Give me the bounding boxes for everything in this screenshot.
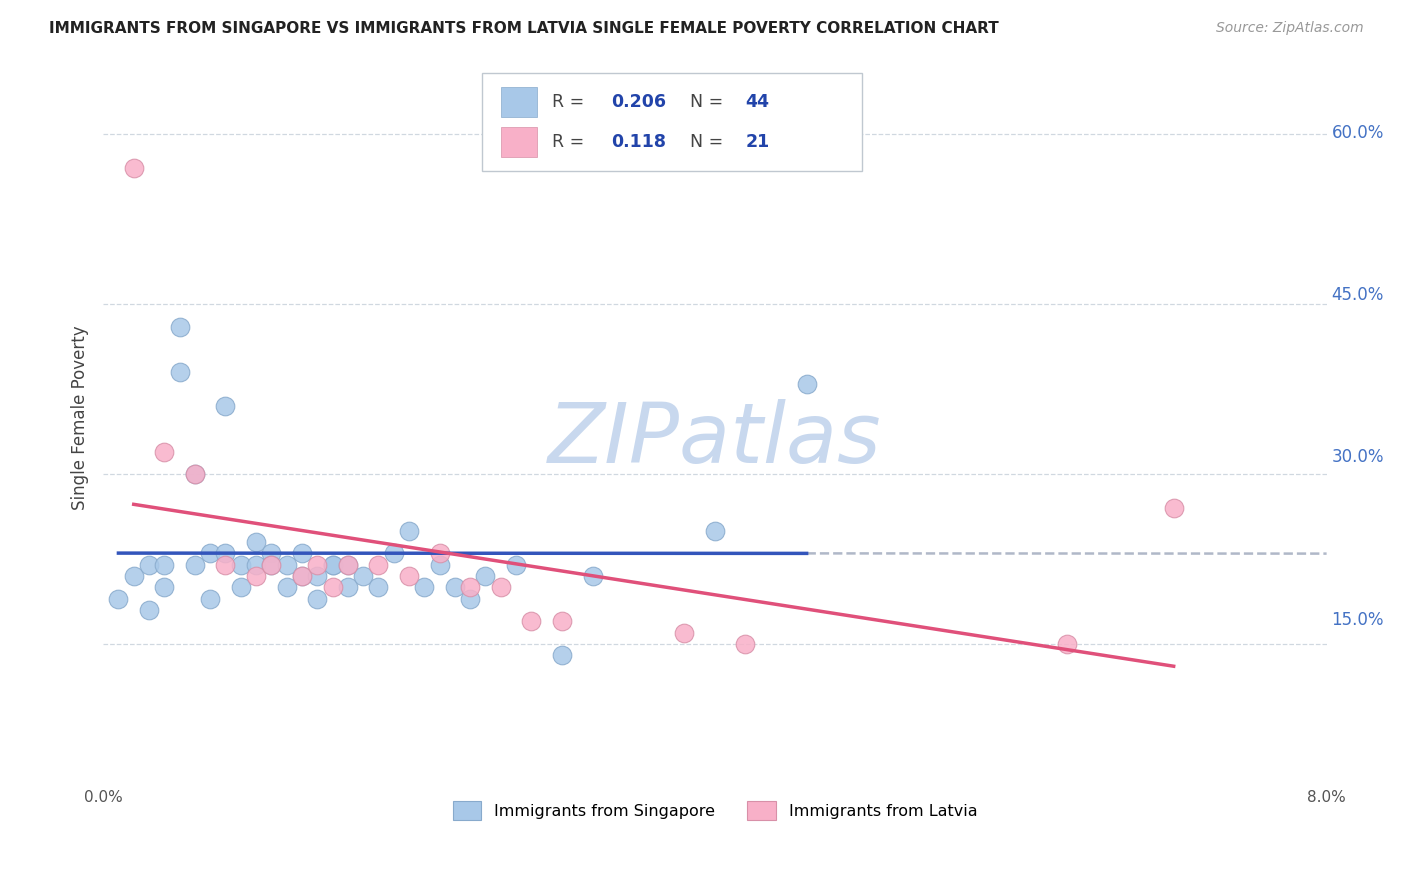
Point [367, 558, 389, 572]
Point [505, 558, 527, 572]
Point [276, 581, 298, 595]
Point [276, 558, 298, 572]
Point [291, 569, 314, 583]
Point [260, 558, 283, 572]
FancyBboxPatch shape [501, 127, 537, 157]
Point [214, 546, 236, 560]
Point [198, 546, 221, 560]
Text: 44: 44 [745, 94, 769, 112]
Point [260, 558, 283, 572]
Point [489, 581, 512, 595]
Point [1163, 501, 1185, 516]
Point [413, 581, 436, 595]
Point [122, 569, 145, 583]
Point [214, 399, 236, 413]
Point [458, 591, 481, 606]
Point [322, 581, 344, 595]
Point [551, 648, 574, 663]
Point [551, 615, 574, 629]
Point [520, 615, 543, 629]
Point [198, 591, 221, 606]
Point [122, 161, 145, 176]
Point [336, 558, 359, 572]
Point [367, 581, 389, 595]
Point [138, 558, 160, 572]
Point [291, 546, 314, 560]
FancyBboxPatch shape [501, 87, 537, 118]
Text: 21: 21 [745, 133, 769, 151]
Point [429, 546, 451, 560]
Point [184, 558, 207, 572]
Point [245, 535, 267, 549]
Point [153, 444, 176, 458]
Text: R =: R = [553, 133, 585, 151]
Point [307, 569, 329, 583]
Point [673, 625, 696, 640]
Point [398, 569, 420, 583]
Point [444, 581, 467, 595]
Text: ZIPatlas: ZIPatlas [548, 399, 882, 480]
Point [307, 591, 329, 606]
Point [398, 524, 420, 538]
Point [796, 376, 818, 391]
Point [169, 365, 191, 379]
Point [245, 569, 267, 583]
Text: R =: R = [553, 94, 585, 112]
Point [169, 320, 191, 334]
Point [474, 569, 496, 583]
Point [153, 581, 176, 595]
Point [322, 558, 344, 572]
Point [1056, 637, 1078, 651]
Y-axis label: Single Female Poverty: Single Female Poverty [72, 326, 89, 510]
Text: 0.206: 0.206 [610, 94, 666, 112]
Point [307, 558, 329, 572]
Point [382, 546, 405, 560]
Text: 0.118: 0.118 [610, 133, 666, 151]
Point [734, 637, 756, 651]
Point [153, 558, 176, 572]
Point [336, 581, 359, 595]
Point [581, 569, 603, 583]
Point [229, 581, 252, 595]
Point [229, 558, 252, 572]
Point [184, 467, 207, 482]
Point [322, 558, 344, 572]
Point [429, 558, 451, 572]
Point [703, 524, 725, 538]
FancyBboxPatch shape [482, 73, 862, 171]
Point [245, 558, 267, 572]
Point [336, 558, 359, 572]
Point [107, 591, 129, 606]
Point [291, 569, 314, 583]
Point [138, 603, 160, 617]
Legend: Immigrants from Singapore, Immigrants from Latvia: Immigrants from Singapore, Immigrants fr… [446, 795, 984, 826]
Point [260, 546, 283, 560]
Point [184, 467, 207, 482]
Point [214, 558, 236, 572]
Point [352, 569, 374, 583]
Text: Source: ZipAtlas.com: Source: ZipAtlas.com [1216, 21, 1364, 36]
Text: N =: N = [690, 133, 724, 151]
Point [458, 581, 481, 595]
Text: N =: N = [690, 94, 724, 112]
Text: IMMIGRANTS FROM SINGAPORE VS IMMIGRANTS FROM LATVIA SINGLE FEMALE POVERTY CORREL: IMMIGRANTS FROM SINGAPORE VS IMMIGRANTS … [49, 21, 998, 37]
